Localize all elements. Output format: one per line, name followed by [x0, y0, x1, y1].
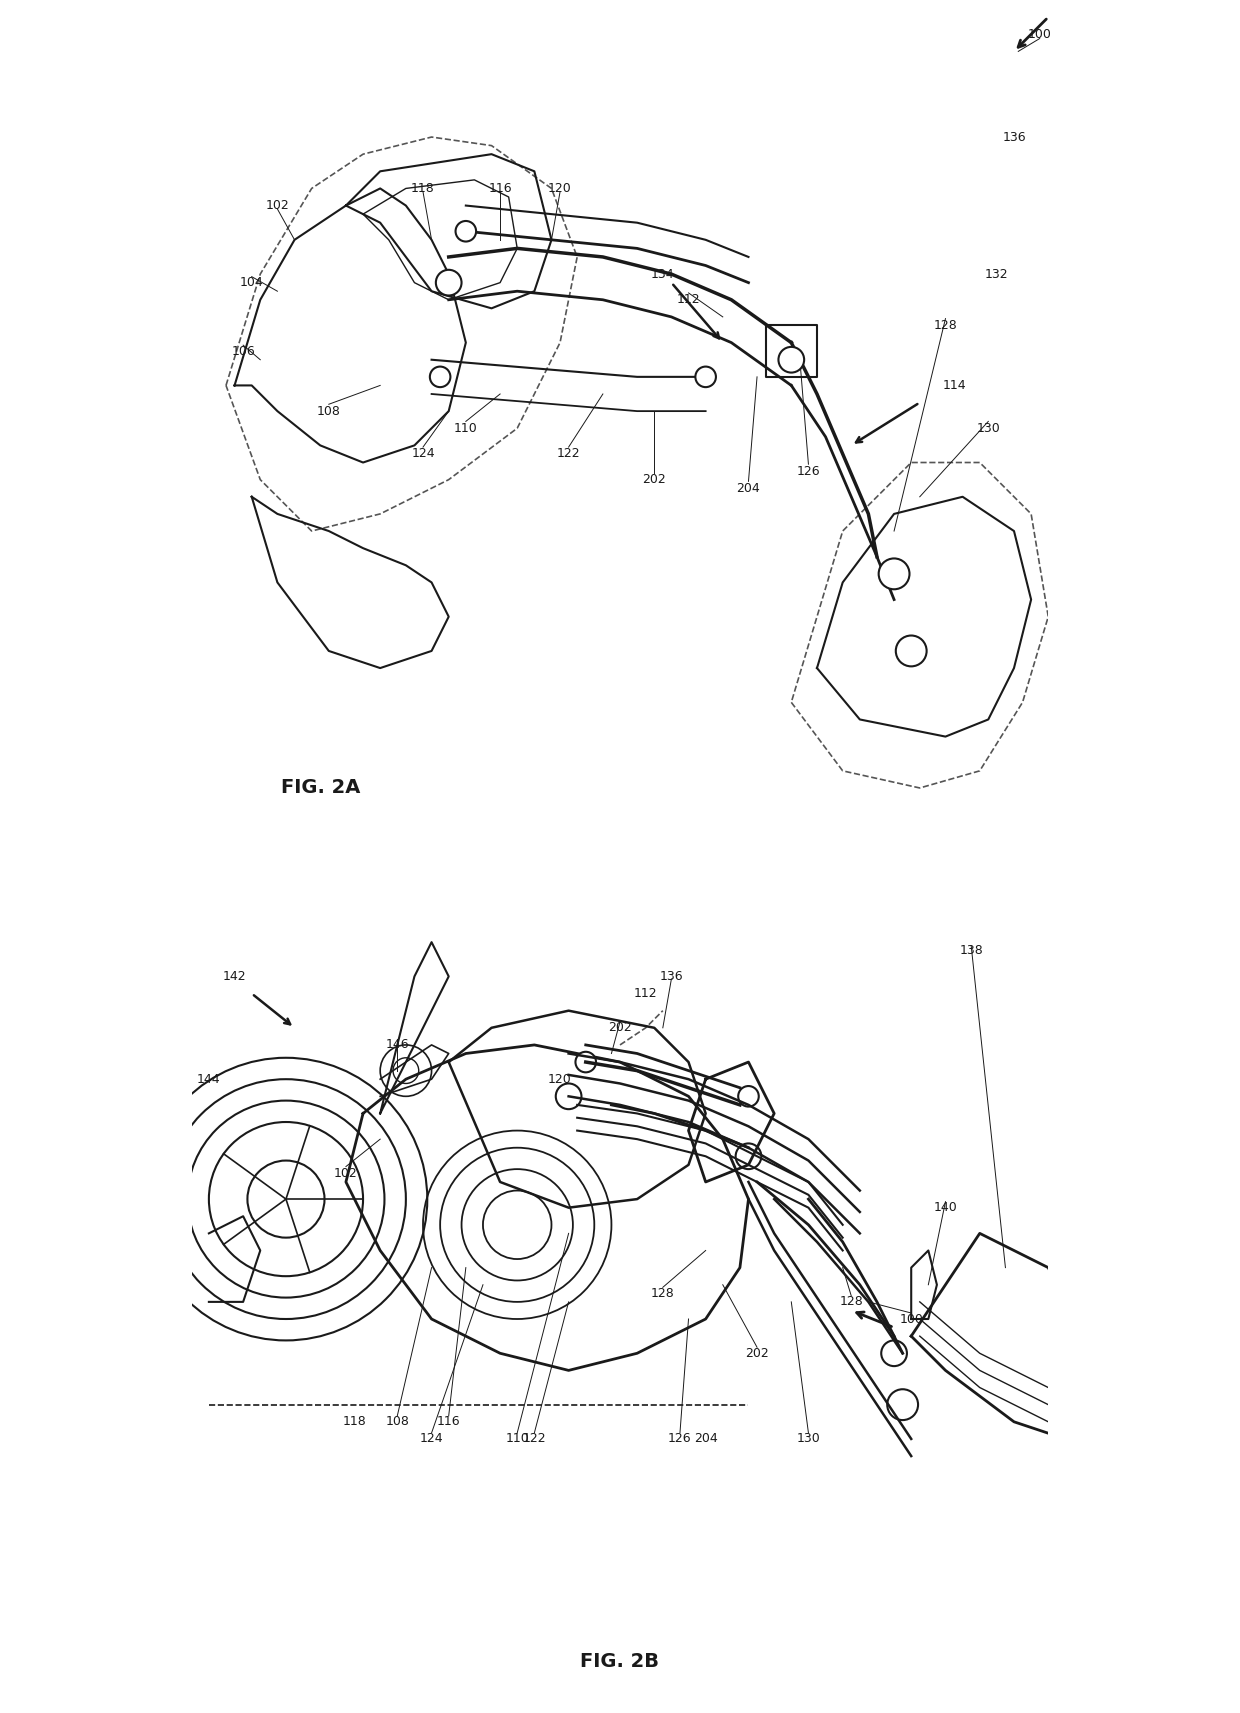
- Text: 146: 146: [386, 1038, 409, 1052]
- Text: 116: 116: [436, 1415, 460, 1429]
- Text: 100: 100: [899, 1312, 923, 1326]
- Text: 114: 114: [942, 379, 966, 392]
- Circle shape: [455, 221, 476, 242]
- Text: 130: 130: [796, 1432, 821, 1446]
- Circle shape: [882, 1340, 906, 1367]
- Text: 202: 202: [642, 473, 666, 486]
- Text: 110: 110: [454, 421, 477, 435]
- Text: 128: 128: [934, 319, 957, 332]
- Text: 122: 122: [557, 447, 580, 461]
- Text: 202: 202: [608, 1021, 632, 1035]
- Text: 124: 124: [420, 1432, 444, 1446]
- Circle shape: [735, 1144, 761, 1168]
- Text: 126: 126: [796, 464, 820, 478]
- Circle shape: [779, 346, 805, 373]
- Text: 108: 108: [317, 404, 341, 418]
- Text: 102: 102: [265, 199, 289, 212]
- Text: 120: 120: [548, 1072, 572, 1086]
- Circle shape: [895, 636, 926, 666]
- Circle shape: [435, 269, 461, 295]
- Text: 142: 142: [223, 970, 247, 983]
- Text: 204: 204: [693, 1432, 718, 1446]
- Text: 128: 128: [651, 1286, 675, 1300]
- Text: 102: 102: [334, 1167, 358, 1180]
- Text: 144: 144: [197, 1072, 221, 1086]
- Text: 122: 122: [522, 1432, 546, 1446]
- Circle shape: [879, 558, 909, 589]
- Text: 128: 128: [839, 1295, 863, 1309]
- Text: 118: 118: [412, 182, 435, 195]
- Text: 204: 204: [737, 481, 760, 495]
- Circle shape: [696, 367, 715, 387]
- Text: FIG. 2A: FIG. 2A: [280, 778, 360, 798]
- Text: 130: 130: [976, 421, 1001, 435]
- Text: 108: 108: [386, 1415, 409, 1429]
- Text: 116: 116: [489, 182, 512, 195]
- Text: 110: 110: [506, 1432, 529, 1446]
- Text: 124: 124: [412, 447, 435, 461]
- Text: 118: 118: [342, 1415, 366, 1429]
- Text: 112: 112: [677, 293, 701, 307]
- Text: 112: 112: [634, 987, 657, 1000]
- Text: 132: 132: [985, 267, 1008, 281]
- Text: 104: 104: [239, 276, 264, 289]
- Text: FIG. 2B: FIG. 2B: [580, 1651, 660, 1672]
- Text: 136: 136: [1002, 130, 1025, 144]
- Circle shape: [575, 1052, 596, 1072]
- Circle shape: [556, 1084, 582, 1110]
- Text: 138: 138: [960, 944, 983, 958]
- Circle shape: [430, 367, 450, 387]
- Circle shape: [888, 1389, 918, 1420]
- Text: 100: 100: [1028, 27, 1052, 41]
- Text: 120: 120: [548, 182, 572, 195]
- Text: 106: 106: [232, 344, 255, 358]
- Text: 126: 126: [668, 1432, 692, 1446]
- Text: 134: 134: [651, 267, 675, 281]
- Circle shape: [738, 1086, 759, 1107]
- Text: 140: 140: [934, 1201, 957, 1215]
- Text: 202: 202: [745, 1346, 769, 1360]
- Text: 136: 136: [660, 970, 683, 983]
